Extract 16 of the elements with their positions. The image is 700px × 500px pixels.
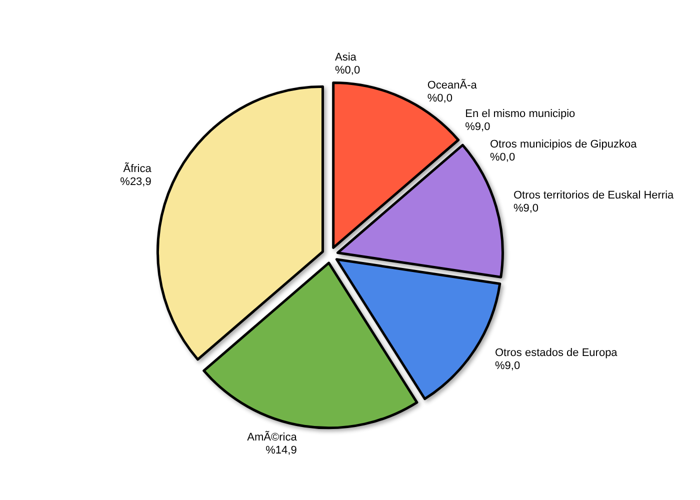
slice-label: En el mismo municipio: [465, 108, 576, 120]
slice-label: AmÃ©rica: [247, 430, 298, 444]
data-label: %9,0: [495, 360, 520, 372]
slice-label: Ãfrica: [123, 162, 152, 175]
data-label: %9,0: [465, 121, 490, 134]
text: %0,0: [490, 151, 516, 164]
data-label: %9,0: [513, 202, 539, 214]
text: %0,0: [427, 92, 452, 104]
slice-label: Otros estados de Europa: [495, 346, 618, 359]
category-label: Otros municipios de Gipuzkoa: [490, 138, 637, 150]
slice-label: Otros territorios de Euskal Herria: [513, 189, 675, 202]
data-label: %14,9: [266, 444, 297, 456]
category-label: OceanÃ-a: [427, 80, 477, 92]
text: %0,0: [335, 64, 360, 76]
category-label: Asia: [335, 52, 356, 64]
data-label: %23,9: [120, 176, 152, 188]
